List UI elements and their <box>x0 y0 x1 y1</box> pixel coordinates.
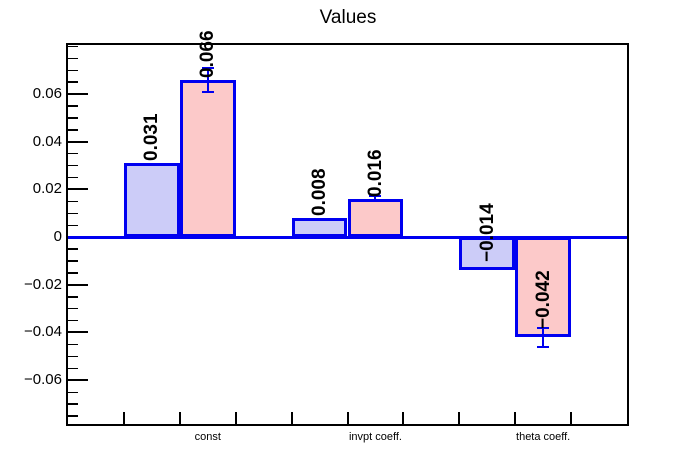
y-axis-major-tick <box>68 188 88 191</box>
x-axis-tick <box>458 412 461 424</box>
y-axis-minor-tick <box>68 164 78 167</box>
y-axis-tick-label: 0 <box>53 228 62 245</box>
error-bar-cap-bottom <box>201 90 214 93</box>
error-bar-line <box>206 67 209 92</box>
x-axis-tick <box>178 412 181 424</box>
x-category-label: invpt coeff. <box>348 431 402 443</box>
y-axis-minor-tick <box>68 212 78 215</box>
y-axis-minor-tick <box>68 403 78 405</box>
y-axis-tick-label: −0.04 <box>24 323 62 341</box>
bar-value-label: −0.014 <box>476 203 498 263</box>
y-axis-minor-tick <box>68 224 78 226</box>
chart-title: Values <box>319 7 377 28</box>
x-axis-tick <box>290 412 293 424</box>
bar-blue-series-3 <box>459 237 516 271</box>
error-bar-cap-bottom <box>537 345 550 348</box>
y-axis-minor-tick <box>68 176 78 179</box>
y-axis-tick-label: 0.06 <box>32 84 62 102</box>
y-axis-minor-tick <box>68 343 78 346</box>
y-axis-minor-tick <box>68 260 78 262</box>
y-axis-minor-tick <box>68 129 78 131</box>
bar-value-label: 0.031 <box>141 113 163 162</box>
y-axis-minor-tick <box>68 200 78 203</box>
bar-value-label: −0.042 <box>532 270 554 330</box>
y-axis-minor-tick <box>68 57 78 59</box>
bar-value-label: 0.016 <box>364 149 386 197</box>
y-axis-minor-tick <box>68 367 78 370</box>
y-axis-major-tick <box>68 331 88 334</box>
x-axis-tick <box>514 412 517 424</box>
bar-blue-series-1 <box>123 163 180 237</box>
x-axis-tick <box>346 412 349 424</box>
y-axis-minor-tick <box>68 153 78 155</box>
y-axis-minor-tick <box>68 415 78 417</box>
y-axis-tick-label: −0.02 <box>24 275 62 293</box>
y-axis-minor-tick <box>68 81 78 83</box>
y-axis-minor-tick <box>68 296 78 298</box>
y-axis-minor-tick <box>68 45 78 48</box>
error-bar-cap-bottom <box>369 200 382 203</box>
y-axis-minor-tick <box>68 355 78 358</box>
y-axis-tick-label: −0.06 <box>24 371 62 389</box>
y-axis-major-tick <box>68 140 88 143</box>
y-axis-minor-tick <box>68 248 78 250</box>
bar-value-label: 0.066 <box>197 30 219 78</box>
x-category-label: theta coeff. <box>516 431 571 443</box>
y-axis-minor-tick <box>68 105 78 107</box>
bar-pink-series-2 <box>347 198 404 237</box>
error-bar-cap-top <box>201 66 214 69</box>
y-axis-tick-label: 0.04 <box>32 132 62 150</box>
error-bar-cap-top <box>537 326 550 329</box>
error-bar-cap-top <box>369 195 382 198</box>
y-axis-minor-tick <box>68 391 78 393</box>
x-axis-tick <box>122 412 125 424</box>
y-axis-minor-tick <box>68 319 78 322</box>
bar-pink-series-3 <box>515 237 572 338</box>
y-axis-minor-tick <box>68 272 78 274</box>
y-axis-minor-tick <box>68 69 78 71</box>
y-axis-major-tick <box>68 92 88 95</box>
zero-line <box>68 235 627 239</box>
bar-value-label: 0.008 <box>309 168 331 216</box>
x-category-label: const <box>194 431 221 443</box>
y-axis-tick-label: 0.02 <box>32 180 62 198</box>
error-bar-line <box>374 196 377 202</box>
y-axis-minor-tick <box>68 117 78 119</box>
bar-pink-series-1 <box>179 79 236 237</box>
y-axis-minor-tick <box>68 308 78 310</box>
x-axis-tick <box>234 412 237 424</box>
y-axis-major-tick <box>68 283 88 286</box>
x-axis-tick <box>570 412 573 424</box>
y-axis-major-tick <box>68 379 88 382</box>
x-axis-tick <box>402 412 405 424</box>
bar-blue-series-2 <box>291 217 348 237</box>
error-bar-line <box>542 327 545 347</box>
